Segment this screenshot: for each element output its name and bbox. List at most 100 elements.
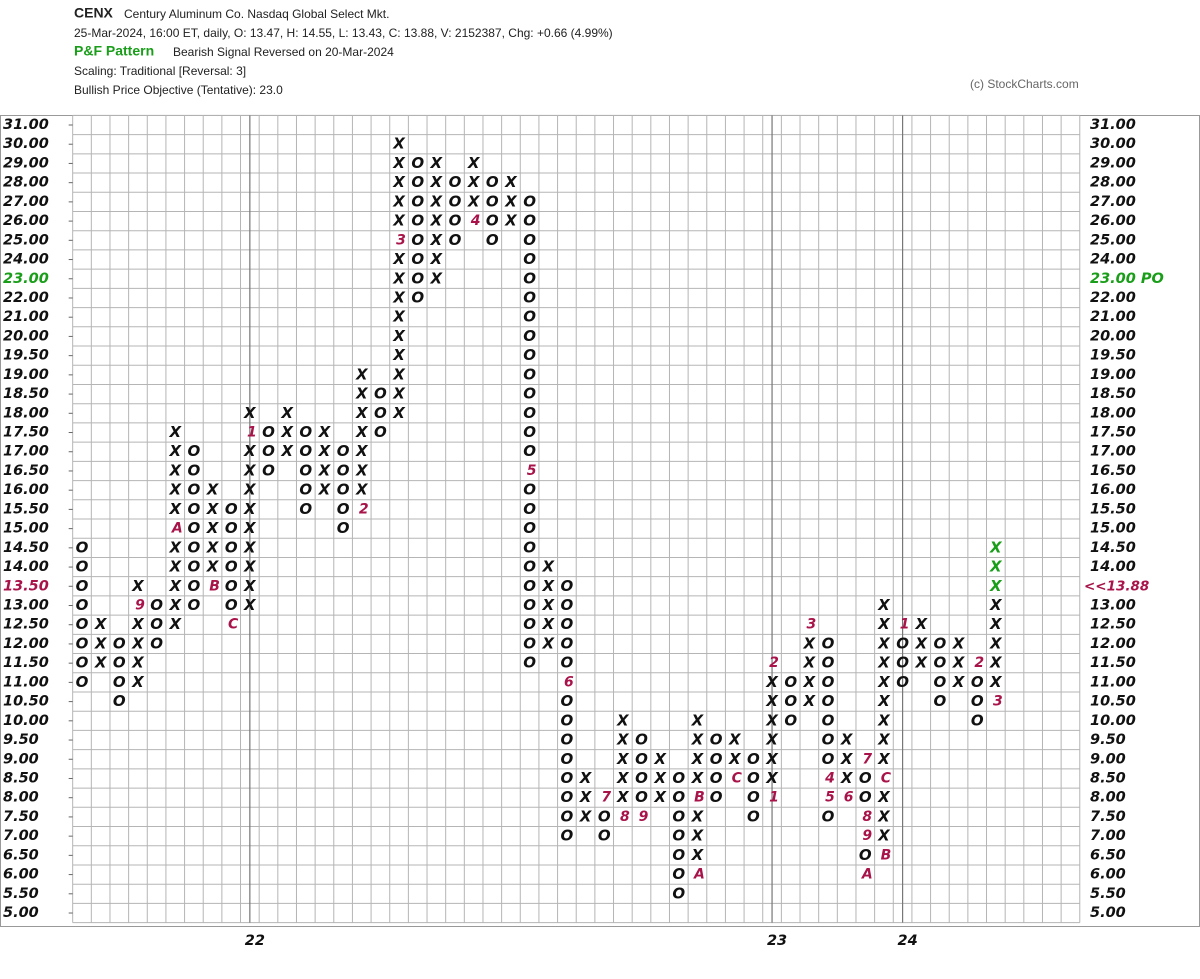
o-box: O xyxy=(486,212,499,230)
x-box: X xyxy=(803,634,817,652)
y-tick-label: 26.00 xyxy=(1090,213,1136,229)
x-box: X xyxy=(765,731,779,749)
x-box: X xyxy=(877,634,891,652)
x-box: X xyxy=(803,673,817,691)
month-marker: A xyxy=(171,521,183,537)
o-box: O xyxy=(561,807,574,825)
x-box: X xyxy=(616,769,630,787)
o-box: O xyxy=(896,673,909,691)
y-tick-label: 11.50 xyxy=(3,655,49,671)
y-tick-label: 30.00 xyxy=(3,136,49,152)
o-box: O xyxy=(598,807,611,825)
o-box: O xyxy=(486,231,499,249)
x-box: X xyxy=(392,346,406,364)
y-tick-label: 18.00 xyxy=(1090,405,1136,421)
x-box: X xyxy=(243,461,257,479)
o-box: O xyxy=(225,558,238,576)
o-box: O xyxy=(374,385,387,403)
x-box: X xyxy=(392,192,406,210)
o-box: O xyxy=(523,250,536,268)
pf-column: XXX xyxy=(504,173,518,229)
x-box: X xyxy=(840,731,854,749)
o-box: O xyxy=(523,538,536,556)
y-tick-label: 9.50 xyxy=(3,732,39,748)
x-box: X xyxy=(131,577,145,595)
y-tick-label: 18.00 xyxy=(3,405,49,421)
x-box: X xyxy=(355,442,369,460)
y-tick-label: 21.00 xyxy=(1090,309,1136,325)
month-marker: 6 xyxy=(844,790,854,806)
y-tick-label: 27.00 xyxy=(1090,194,1136,210)
o-box: O xyxy=(710,731,723,749)
o-box: O xyxy=(635,750,648,768)
o-box: O xyxy=(188,558,201,576)
y-tick-label: 6.50 xyxy=(1090,847,1126,863)
pf-column: OOO xyxy=(262,423,275,479)
x-box: X xyxy=(691,807,705,825)
o-box: O xyxy=(523,346,536,364)
o-box: O xyxy=(710,750,723,768)
x-box: X xyxy=(430,250,444,268)
x-box: X xyxy=(392,365,406,383)
o-box: O xyxy=(822,807,835,825)
y-tick-label: 12.50 xyxy=(3,617,49,633)
x-box: X xyxy=(952,634,966,652)
y-tick-label: 12.00 xyxy=(1090,636,1136,652)
y-tick-label: 19.00 xyxy=(1090,367,1136,383)
o-box: O xyxy=(523,500,536,518)
o-box: O xyxy=(337,500,350,518)
y-tick-label: 21.00 xyxy=(3,309,49,325)
o-box: O xyxy=(561,596,574,614)
month-marker: 4 xyxy=(824,770,835,786)
x-box: X xyxy=(206,500,220,518)
y-tick-label: 9.00 xyxy=(1090,751,1126,767)
o-box: O xyxy=(225,596,238,614)
x-box: X xyxy=(168,461,182,479)
x-box: X xyxy=(243,500,257,518)
month-marker: 3 xyxy=(806,617,816,633)
x-box: X xyxy=(392,404,406,422)
x-box: X xyxy=(989,577,1003,595)
month-marker: 1 xyxy=(247,425,257,441)
o-box: O xyxy=(934,654,947,672)
x-box: X xyxy=(504,173,518,191)
x-box: X xyxy=(989,634,1003,652)
pf-column: OOO xyxy=(150,596,163,652)
month-marker: 1 xyxy=(769,790,779,806)
x-box: X xyxy=(206,558,220,576)
x-box: X xyxy=(168,558,182,576)
o-box: O xyxy=(337,442,350,460)
month-marker: B xyxy=(694,790,705,806)
o-box: O xyxy=(188,500,201,518)
y-tick-label: 5.00 xyxy=(1090,905,1126,921)
x-box: X xyxy=(840,750,854,768)
x-box: X xyxy=(877,731,891,749)
o-box: O xyxy=(934,673,947,691)
x-box: X xyxy=(131,615,145,633)
y-tick-label: 22.00 xyxy=(1090,290,1136,306)
o-box: O xyxy=(337,519,350,537)
x-box: X xyxy=(840,769,854,787)
y-tick-label: 5.50 xyxy=(3,886,39,902)
pf-column: XXX xyxy=(280,404,294,460)
o-box: O xyxy=(561,731,574,749)
month-marker: 2 xyxy=(359,501,369,517)
month-marker: 8 xyxy=(862,809,872,825)
x-box: X xyxy=(430,231,444,249)
x-box: X xyxy=(392,288,406,306)
month-marker: 3 xyxy=(993,694,1003,710)
o-box: O xyxy=(299,442,312,460)
o-box: O xyxy=(672,884,685,902)
x-box: X xyxy=(877,788,891,806)
y-tick-label: 15.50 xyxy=(1090,501,1136,517)
